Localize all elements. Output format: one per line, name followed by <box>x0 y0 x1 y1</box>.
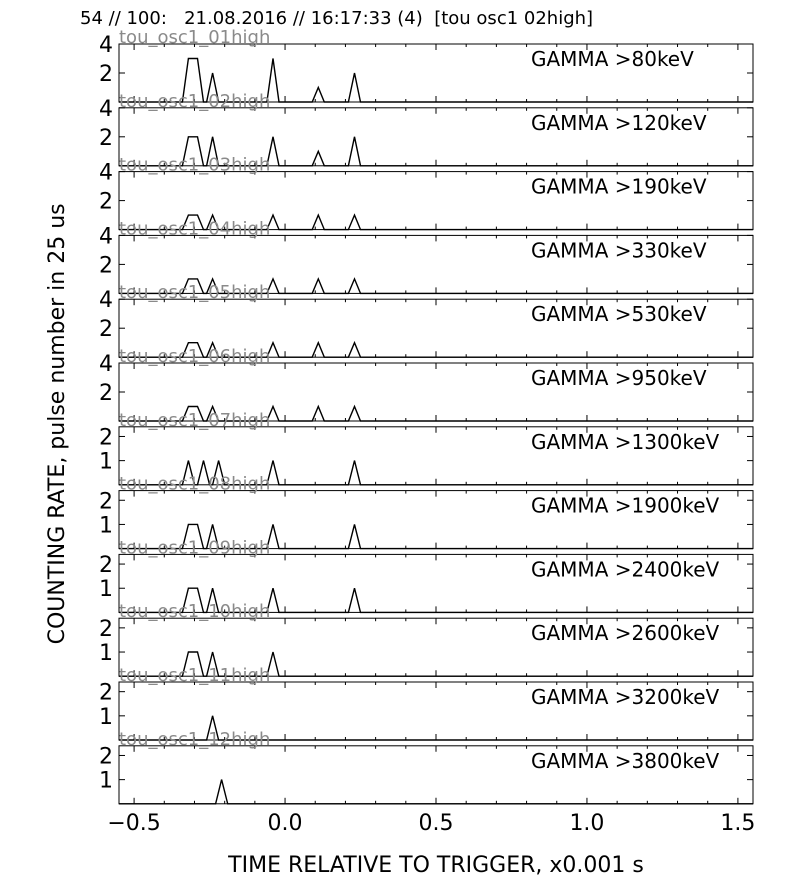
y-tick-label: 2 <box>99 62 113 87</box>
y-tick-label: 1 <box>99 705 113 730</box>
series-line <box>119 523 753 550</box>
y-tick-label: 2 <box>99 617 113 642</box>
series-line <box>119 136 753 167</box>
panel-label: GAMMA >120keV <box>531 111 707 135</box>
panel-label: GAMMA >2400keV <box>531 557 720 581</box>
y-tick-label: 1 <box>99 513 113 538</box>
panel-label: GAMMA >3800keV <box>531 749 720 773</box>
panel-label: GAMMA >1300keV <box>531 430 720 454</box>
series-line <box>119 57 753 103</box>
x-tick-label: 1.5 <box>720 811 755 836</box>
plot-header: 54 // 100: 21.08.2016 // 16:17:33 (4) [t… <box>80 8 594 29</box>
y-tick-label: 1 <box>99 769 113 794</box>
panel-label: GAMMA >950keV <box>531 366 707 390</box>
series-line <box>119 213 753 231</box>
series-line <box>119 779 753 805</box>
y-tick-label: 1 <box>99 450 113 475</box>
panel-label: GAMMA >80keV <box>531 47 694 71</box>
y-tick-label: 4 <box>99 97 113 122</box>
channel-label: tou_osc1_05high <box>119 282 270 303</box>
panel-label: GAMMA >3200keV <box>531 685 720 709</box>
panel-label: GAMMA >190keV <box>531 175 707 199</box>
series-line <box>119 587 753 614</box>
series-line <box>119 651 753 677</box>
x-tick-label: 0.5 <box>419 811 454 836</box>
channel-label: tou_osc1_08high <box>119 474 270 495</box>
y-tick-label: 2 <box>99 681 113 706</box>
x-tick-label: 0.0 <box>268 811 303 836</box>
channel-label: tou_osc1_02high <box>119 91 270 112</box>
channel-label: tou_osc1_11high <box>119 665 270 686</box>
x-axis-label: TIME RELATIVE TO TRIGGER, x0.001 s <box>227 853 644 878</box>
y-tick-label: 1 <box>99 577 113 602</box>
y-tick-label: 2 <box>99 190 113 215</box>
y-tick-label: 1 <box>99 641 113 666</box>
series-line <box>119 340 753 358</box>
y-tick-label: 2 <box>99 253 113 278</box>
channel-label: tou_osc1_06high <box>119 346 270 367</box>
series-line <box>119 460 753 486</box>
channel-label: tou_osc1_07high <box>119 410 270 431</box>
y-tick-label: 4 <box>99 288 113 313</box>
y-tick-label: 2 <box>99 126 113 151</box>
x-tick-label: −0.5 <box>107 811 160 836</box>
y-tick-label: 2 <box>99 381 113 406</box>
panel-label: GAMMA >530keV <box>531 302 707 326</box>
series-line <box>119 404 753 422</box>
channel-label: tou_osc1_01high <box>119 27 270 48</box>
y-tick-label: 4 <box>99 224 113 249</box>
y-tick-label: 2 <box>99 744 113 769</box>
y-tick-label: 4 <box>99 161 113 186</box>
y-tick-label: 2 <box>99 489 113 514</box>
x-tick-label: 1.0 <box>569 811 604 836</box>
y-tick-label: 2 <box>99 425 113 450</box>
panel-label: GAMMA >1900keV <box>531 494 720 518</box>
series-line <box>119 715 753 741</box>
series-line <box>119 277 753 295</box>
y-tick-label: 2 <box>99 317 113 342</box>
y-tick-label: 2 <box>99 553 113 578</box>
y-tick-label: 4 <box>99 33 113 58</box>
channel-label: tou_osc1_09high <box>119 537 270 558</box>
panel-label: GAMMA >330keV <box>531 238 707 262</box>
channel-label: tou_osc1_12high <box>119 729 270 750</box>
panel-label: GAMMA >2600keV <box>531 621 720 645</box>
channel-label: tou_osc1_04high <box>119 218 270 239</box>
channel-label: tou_osc1_10high <box>119 601 270 622</box>
channel-label: tou_osc1_03high <box>119 155 270 176</box>
y-tick-label: 4 <box>99 352 113 377</box>
y-axis-label: COUNTING RATE, pulse number in 25 us <box>45 203 70 644</box>
